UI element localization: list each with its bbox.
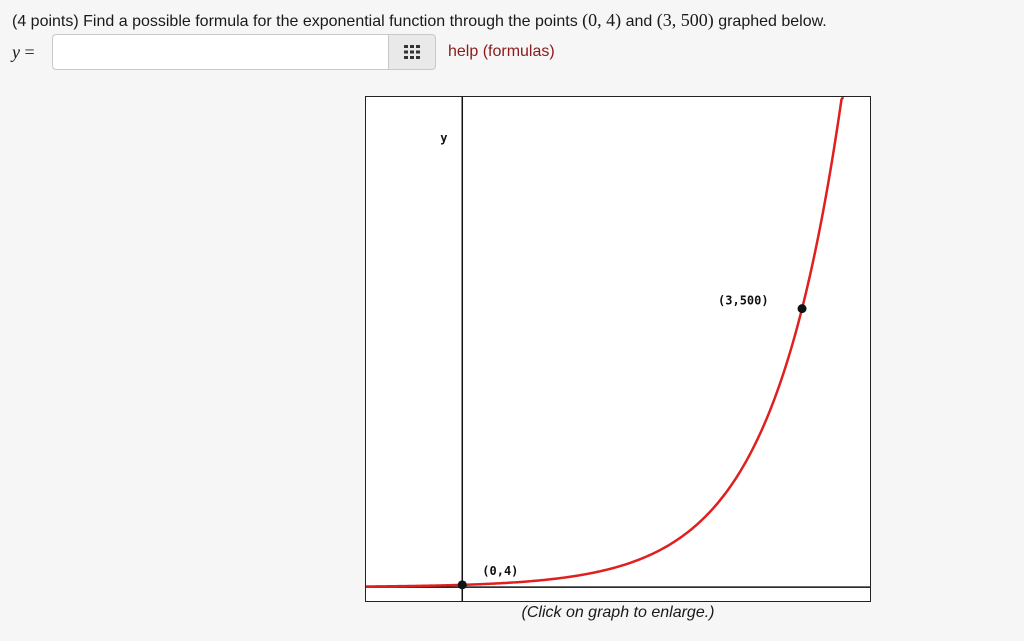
data-point-label-1: (3,500): [718, 294, 769, 308]
data-point-0: [457, 580, 467, 590]
data-point-1: [797, 304, 807, 314]
y-axis-label: y: [440, 131, 447, 145]
graph-image[interactable]: (0,4) (3,500) y x: [365, 96, 871, 602]
point-two: (3, 500): [656, 10, 714, 30]
points-layer: (0,4) (3,500): [457, 294, 807, 590]
question-suffix: graphed below.: [718, 13, 827, 30]
points-value: (4 points): [12, 13, 79, 30]
question-and: and: [625, 13, 653, 30]
answer-var: y: [12, 41, 20, 62]
answer-equals: =: [24, 41, 35, 62]
data-point-label-0: (0,4): [482, 564, 518, 578]
equation-palette-button[interactable]: [388, 34, 436, 70]
exponential-curve: [366, 97, 845, 588]
answer-label: y =: [12, 42, 52, 63]
question-text: (4 points) Find a possible formula for t…: [12, 10, 827, 32]
question-prefix: Find a possible formula for the exponent…: [83, 13, 578, 30]
point-one: (0, 4): [582, 10, 622, 30]
x-axis-label: x: [840, 598, 847, 601]
help-formulas-link[interactable]: help (formulas): [448, 43, 555, 60]
answer-row: y = help (formulas): [12, 34, 555, 70]
graph-plot: (0,4) (3,500) y x: [366, 97, 870, 601]
graph-caption: (Click on graph to enlarge.): [521, 604, 715, 621]
answer-input[interactable]: [52, 34, 388, 70]
grid-icon: [404, 45, 420, 59]
